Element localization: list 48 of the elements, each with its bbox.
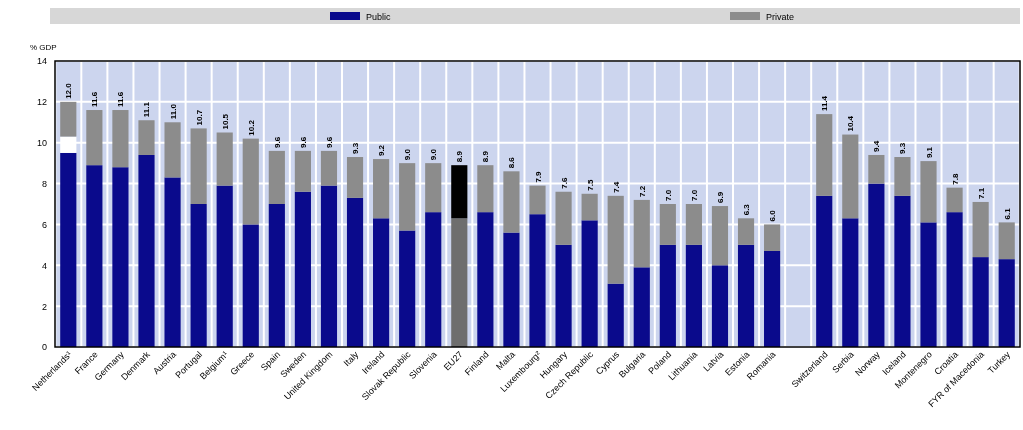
total-label: 7.9 <box>533 170 543 183</box>
total-label: 10.2 <box>246 119 256 136</box>
total-label: 8.9 <box>455 150 465 163</box>
total-label: 7.8 <box>950 172 960 185</box>
total-label: 9.6 <box>324 136 334 148</box>
total-label: 11.1 <box>142 101 152 118</box>
total-label: 11.6 <box>90 91 100 108</box>
y-tick-label: 2 <box>41 301 47 312</box>
total-label: 7.2 <box>637 185 647 197</box>
total-label: 6.3 <box>742 203 752 216</box>
total-label: 6.0 <box>768 209 778 222</box>
total-label: 11.4 <box>820 95 830 112</box>
y-tick-label: 10 <box>36 138 47 149</box>
legend-label: Public <box>366 12 392 22</box>
total-label: 10.5 <box>220 113 230 130</box>
y-tick-label: 8 <box>41 178 47 189</box>
y-tick-label: 6 <box>41 219 47 230</box>
total-label: 9.3 <box>351 142 361 155</box>
y-axis-title: % GDP <box>30 43 57 52</box>
total-label: 7.1 <box>976 187 986 199</box>
total-label: 7.0 <box>663 189 673 201</box>
total-label: 9.3 <box>898 142 908 155</box>
total-label: 9.4 <box>872 140 882 152</box>
total-label: 6.9 <box>715 191 725 204</box>
total-label: 7.5 <box>585 179 595 191</box>
legend-label: Private <box>766 12 795 22</box>
y-tick-label: 14 <box>36 56 47 67</box>
total-label: 9.1 <box>924 146 934 159</box>
total-label: 7.0 <box>689 189 699 201</box>
total-label: 9.6 <box>272 136 282 148</box>
total-label: 6.1 <box>1002 207 1012 220</box>
y-tick-label: 0 <box>41 342 47 353</box>
total-label: 9.0 <box>429 148 439 161</box>
y-tick-label: 4 <box>41 260 47 271</box>
total-label: 8.6 <box>507 156 517 169</box>
x-tick-label: Italy <box>341 349 361 369</box>
y-tick-label: 12 <box>36 97 47 108</box>
total-label: 11.6 <box>116 91 126 108</box>
total-label: 10.4 <box>846 115 856 132</box>
total-label: 9.0 <box>403 148 413 161</box>
total-label: 7.4 <box>611 181 621 193</box>
total-label: 10.7 <box>194 109 204 126</box>
total-label: 12.0 <box>64 82 74 99</box>
total-label: 9.6 <box>298 136 308 148</box>
total-label: 7.6 <box>559 177 569 189</box>
total-label: 11.0 <box>168 103 178 120</box>
total-label: 8.9 <box>481 150 491 163</box>
total-label: 9.2 <box>377 144 387 157</box>
